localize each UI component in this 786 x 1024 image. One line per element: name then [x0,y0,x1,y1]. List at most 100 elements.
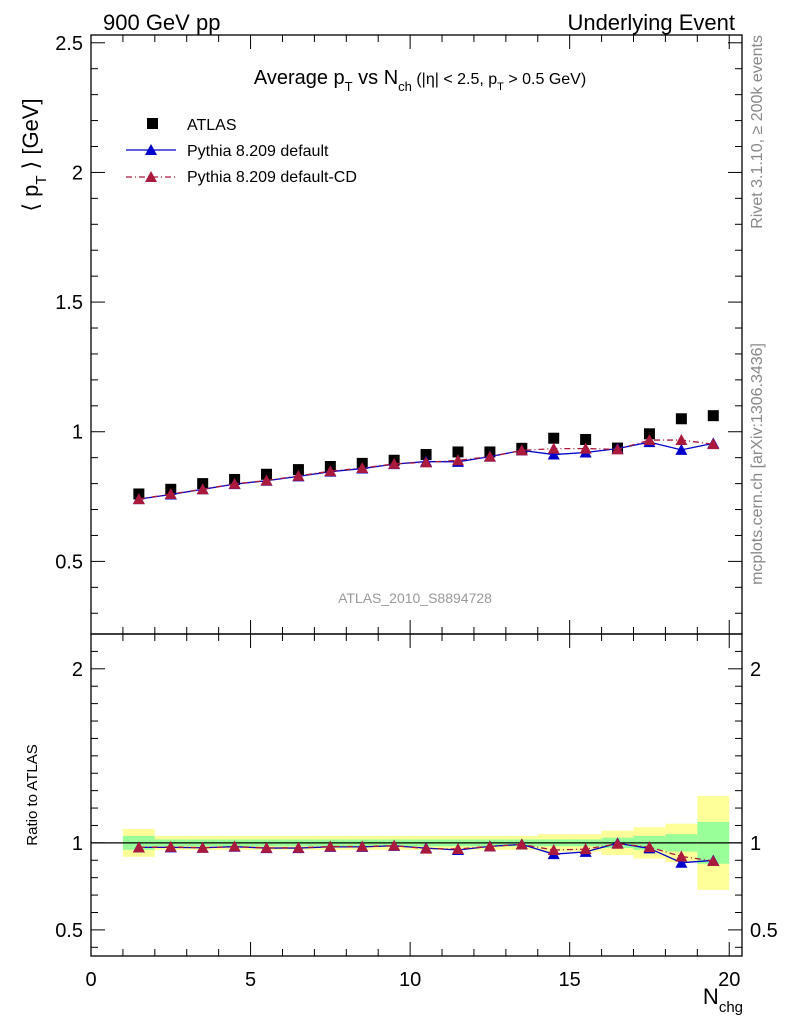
atlas-data-point [580,434,592,446]
series-marker-2 [451,454,464,466]
x-tick-label: 5 [245,969,256,991]
ratio-marker-1 [643,841,656,853]
ratio-marker-0 [675,856,688,868]
ratio-marker-1 [228,840,241,852]
ratio-marker-1 [707,854,720,866]
ratio-marker-1 [260,841,273,853]
analysis-tag: ATLAS_2010_S8894728 [338,590,492,606]
title-cond-sub: T [497,81,504,93]
ratio-marker-1 [292,841,305,853]
x-tick-label: 10 [399,969,421,991]
ratio-marker-1 [675,850,688,862]
series-marker-1 [547,448,560,460]
header-right: Underlying Event [567,10,735,35]
atlas-data-point [675,413,687,425]
series-marker-2 [643,434,656,446]
ratio-y-tick-label-right: 1 [750,833,761,855]
ratio-y-axis-label: Ratio to ATLAS [24,744,41,845]
x-tick-label: 20 [718,969,740,991]
main-y-tick-label: 2.5 [55,33,83,55]
ratio-marker-1 [515,838,528,850]
ratio-marker-1 [547,844,560,856]
ratio-y-tick-label-left: 2 [72,659,83,681]
series-marker-2 [196,483,209,495]
atlas-data-point [643,428,655,440]
mcplots-credit-text: mcplots.cern.ch [arXiv:1306.3436] [749,343,766,585]
atlas-data-point [292,464,304,476]
rivet-version-text: Rivet 3.1.10, ≥ 200k events [749,35,766,229]
xlabel-pre: N [703,984,719,1009]
ylabel-post: ⟩ [GeV] [18,98,43,175]
series-marker-2 [483,450,496,462]
series-marker-2 [388,457,401,469]
x-tick-label: 0 [85,969,96,991]
ratio-series-group [132,837,720,868]
series-marker-2 [324,465,337,477]
ratio-y-tick-label-left: 1 [72,833,83,855]
title-mid: vs N [353,67,399,89]
legend-label-atlas: ATLAS [187,117,237,134]
title-mid-sub: ch [398,79,412,94]
title-pre-sub: T [345,79,353,94]
series-marker-2 [292,469,305,481]
ratio-marker-1 [196,841,209,853]
x-axis-label: Nchg [703,984,743,1016]
series-line-2 [138,439,714,500]
main-series-group [132,410,720,505]
series-marker-2 [260,474,273,486]
main-y-tick-label: 1 [72,422,83,444]
main-y-tick-label: 0.5 [55,551,83,573]
series-marker-2 [164,487,177,499]
legend-marker-default-cd [145,171,157,182]
series-marker-2 [132,493,145,505]
series-marker-2 [707,438,720,450]
series-marker-2 [356,462,369,474]
ratio-marker-1 [579,843,592,855]
atlas-data-point [452,446,464,458]
series-marker-2 [420,456,433,468]
series-marker-2 [547,442,560,454]
ratio-marker-1 [324,840,337,852]
title-pre: Average p [254,67,345,89]
main-y-tick-label: 2 [72,162,83,184]
legend-label-default: Pythia 8.209 default [187,143,329,160]
series-marker-2 [515,444,528,456]
atlas-data-point [707,410,719,422]
ylabel-sub: T [33,175,50,184]
atlas-data-point [261,468,273,480]
axes-group: 0.511.522.50.5 0.51 12 20 5 10 15 20 [55,33,778,991]
series-marker-2 [228,477,241,489]
x-tick-label: 15 [559,969,581,991]
ratio-marker-1 [388,839,401,851]
legend-label-default-cd: Pythia 8.209 default-CD [187,169,357,186]
ratio-marker-1 [420,842,433,854]
ratio-marker-1 [132,841,145,853]
ratio-marker-1 [611,837,624,849]
legend: ATLAS Pythia 8.209 default Pythia 8.209 … [126,117,357,186]
ratio-marker-1 [164,840,177,852]
series-marker-2 [579,442,592,454]
ratio-y-tick-label-right: 2 [750,659,761,681]
series-marker-2 [611,443,624,455]
atlas-data-point [548,432,560,444]
ratio-y-tick-label-right: 0.5 [750,920,778,942]
title-cond1: (|η| < 2.5, p [412,71,497,88]
ratio-marker-1 [356,840,369,852]
atlas-data-point [420,449,432,461]
ratio-marker-1 [451,842,464,854]
main-y-tick-label: 1.5 [55,292,83,314]
ratio-marker-1 [483,840,496,852]
main-y-axis-label: ⟨ pT ⟩ [GeV] [18,98,50,211]
ratio-y-tick-label-left: 0.5 [55,920,83,942]
xlabel-sub: chg [719,999,743,1016]
ylabel-pre: ⟨ p [18,185,43,212]
series-marker-2 [675,434,688,446]
legend-marker-default [145,144,157,155]
header-left: 900 GeV pp [103,10,220,35]
legend-marker-atlas [147,118,158,129]
series-marker-1 [675,443,688,455]
ratio-frame [90,633,743,957]
main-plot-title: Average pT vs Nch (|η| < 2.5, pT > 0.5 G… [254,67,586,94]
title-cond2: > 0.5 GeV) [504,71,586,88]
